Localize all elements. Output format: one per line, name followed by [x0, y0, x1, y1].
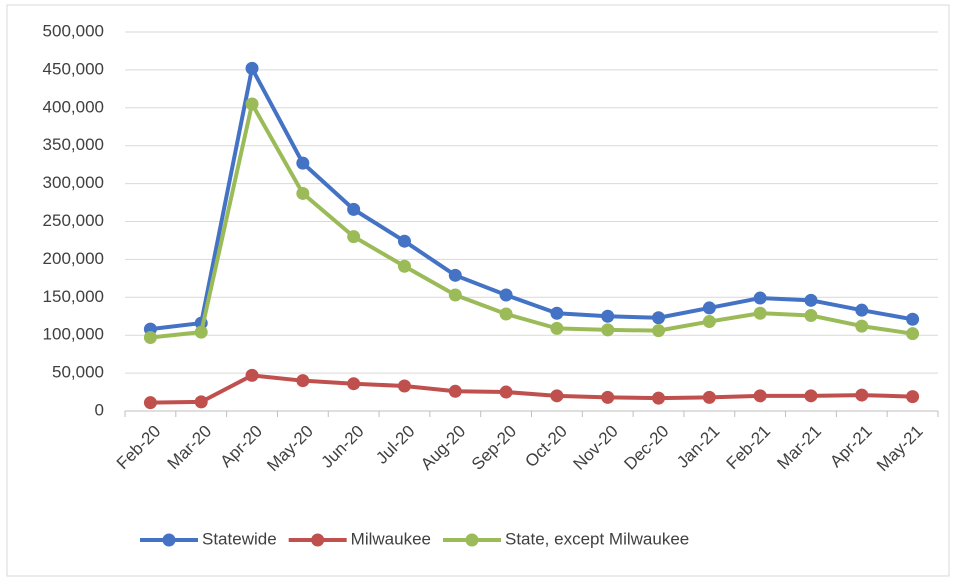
- x-tick-label: Dec-20: [620, 422, 672, 474]
- data-point: [601, 309, 615, 323]
- data-point: [296, 186, 310, 200]
- y-tick-label: 100,000: [43, 325, 104, 344]
- data-point: [397, 379, 411, 393]
- data-point: [855, 388, 869, 402]
- data-point: [347, 377, 361, 391]
- x-tick-label: Sep-20: [468, 422, 520, 474]
- y-tick-label: 250,000: [43, 211, 104, 230]
- data-point: [397, 234, 411, 248]
- data-point: [347, 202, 361, 216]
- x-tick-label: May-20: [263, 422, 317, 476]
- data-point: [601, 390, 615, 404]
- legend-marker: [162, 533, 176, 547]
- legend-label: Milwaukee: [351, 529, 431, 548]
- y-tick-label: 50,000: [52, 363, 104, 382]
- data-point: [245, 97, 259, 111]
- data-point: [194, 325, 208, 339]
- data-point: [499, 385, 513, 399]
- series-line: [150, 373, 913, 405]
- data-point: [550, 389, 564, 403]
- legend-label: Statewide: [202, 529, 277, 548]
- chart-border: [6, 4, 950, 577]
- x-tick-label: Apr-21: [826, 422, 876, 472]
- data-point: [804, 293, 818, 307]
- series-line: [150, 102, 913, 340]
- x-tick-label: Nov-20: [570, 422, 622, 474]
- x-tick-label: Feb-20: [113, 422, 165, 474]
- x-tick-label: Mar-20: [164, 422, 216, 474]
- x-tick-label: Jun-20: [317, 422, 367, 472]
- y-tick-label: 150,000: [43, 287, 104, 306]
- data-point: [906, 327, 920, 341]
- data-point: [143, 330, 157, 344]
- legend-marker: [465, 533, 479, 547]
- x-tick-label: Apr-20: [217, 422, 267, 472]
- data-point: [550, 321, 564, 335]
- data-point: [601, 323, 615, 337]
- data-point: [702, 301, 716, 315]
- data-point: [397, 259, 411, 273]
- data-point: [804, 308, 818, 322]
- x-tick-label: Feb-21: [723, 422, 775, 474]
- data-point: [499, 288, 513, 302]
- data-point: [245, 368, 259, 382]
- data-point: [652, 324, 666, 338]
- y-tick-label: 350,000: [43, 135, 104, 154]
- data-point: [448, 384, 462, 398]
- data-point: [855, 303, 869, 317]
- data-point: [906, 312, 920, 326]
- data-point: [448, 288, 462, 302]
- data-point: [753, 291, 767, 305]
- y-tick-label: 0: [95, 400, 104, 419]
- y-tick-label: 300,000: [43, 173, 104, 192]
- x-tick-label: Jul-20: [372, 422, 418, 468]
- data-point: [702, 315, 716, 329]
- data-point: [804, 389, 818, 403]
- data-point: [245, 61, 259, 75]
- y-tick-label: 400,000: [43, 97, 104, 116]
- data-point: [143, 396, 157, 410]
- series-line: [150, 66, 913, 332]
- data-point: [499, 307, 513, 321]
- legend-label: State, except Milwaukee: [505, 529, 689, 548]
- y-tick-label: 450,000: [43, 59, 104, 78]
- data-point: [855, 319, 869, 333]
- data-point: [296, 374, 310, 388]
- x-tick-label: May-21: [873, 422, 927, 476]
- data-point: [296, 156, 310, 170]
- x-tick-label: Mar-21: [773, 422, 825, 474]
- y-tick-label: 200,000: [43, 249, 104, 268]
- data-point: [702, 390, 716, 404]
- legend-marker: [311, 533, 325, 547]
- data-point: [652, 311, 666, 325]
- data-point: [652, 391, 666, 405]
- data-point: [448, 268, 462, 282]
- data-point: [550, 306, 564, 320]
- data-point: [753, 389, 767, 403]
- x-tick-label: Jan-21: [673, 422, 723, 472]
- data-point: [753, 306, 767, 320]
- x-tick-label: Oct-20: [521, 422, 571, 472]
- y-tick-label: 500,000: [43, 21, 104, 40]
- data-point: [194, 395, 208, 409]
- data-point: [906, 390, 920, 404]
- x-tick-label: Aug-20: [417, 422, 469, 474]
- data-point: [347, 230, 361, 244]
